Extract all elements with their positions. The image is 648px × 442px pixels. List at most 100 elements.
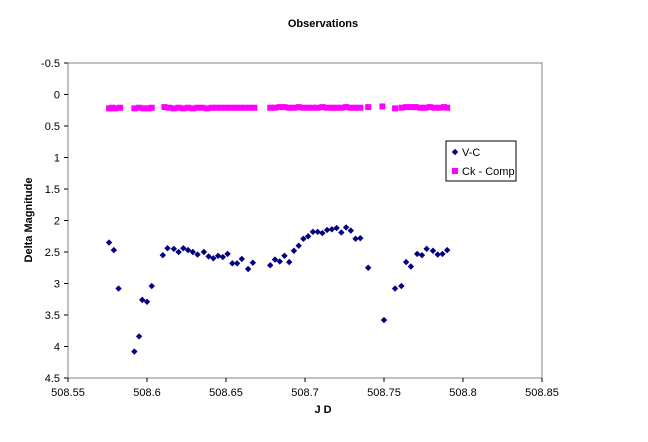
legend-marker: [451, 148, 459, 156]
ck-comp-point: [267, 104, 274, 111]
vc-point: [347, 227, 355, 234]
ck-comp-point: [412, 104, 419, 111]
ck-comp-point: [286, 104, 293, 111]
ck-comp-point: [314, 104, 321, 111]
vc-point: [210, 255, 217, 262]
ck-comp-point: [241, 104, 248, 111]
ck-comp-point: [140, 105, 147, 112]
ck-comp-point: [328, 104, 335, 111]
ck-comp-point: [180, 105, 187, 112]
vc-point: [184, 246, 192, 254]
vc-point: [380, 316, 388, 324]
vc-point: [189, 248, 197, 256]
ck-comp-point: [343, 104, 350, 111]
vc-point: [148, 282, 155, 290]
vc-point: [323, 226, 331, 234]
ck-comp-point: [223, 104, 229, 111]
vc-point: [319, 229, 326, 237]
y-tick-label: -0.5: [41, 58, 60, 70]
ck-comp-point: [379, 103, 386, 110]
ck-comp-point: [357, 104, 364, 111]
ck-comp-point: [290, 104, 297, 111]
x-tick-label: 508.55: [51, 387, 85, 399]
x-tick-label: 508.65: [209, 387, 243, 399]
ck-comp-point: [194, 104, 201, 111]
legend: V-C Ck - Comp: [445, 140, 517, 182]
ck-comp-point: [281, 104, 288, 111]
y-tick-label: 1.5: [45, 184, 60, 196]
vc-point: [205, 253, 212, 260]
ck-comp-point: [271, 104, 278, 111]
chart-title: Observations: [288, 18, 358, 30]
vc-point: [224, 250, 231, 258]
y-axis-title: Delta Magnitude: [23, 178, 35, 263]
ck-comp-point: [426, 104, 433, 111]
y-tick-label: 0: [54, 90, 60, 102]
vc-point: [229, 260, 236, 267]
x-tick-label: 508.75: [367, 387, 401, 399]
ck-comp-point: [166, 104, 173, 111]
vc-point: [407, 263, 415, 270]
ck-comp-point: [444, 104, 451, 111]
ck-comp-point: [148, 104, 155, 111]
vc-point: [333, 224, 340, 232]
x-tick-label: 508.6: [133, 387, 161, 399]
vc-point: [180, 245, 187, 252]
ck-comp-point: [106, 105, 113, 112]
ck-comp-point: [227, 104, 234, 111]
ck-comp-point: [161, 104, 168, 111]
vc-point: [286, 258, 293, 266]
vc-point: [194, 251, 201, 258]
ck-comp-point: [441, 104, 448, 111]
ck-comp-point: [232, 104, 239, 111]
y-tick-label: 4.5: [45, 373, 60, 385]
ck-comp-point: [338, 104, 345, 111]
vc-point: [402, 258, 410, 266]
y-axis: -0.5 0 0.5 1 1.5 2 2.5 3 3.5 4 4.5: [41, 58, 68, 385]
vc-point: [105, 239, 113, 246]
ck-comp-point: [422, 104, 429, 111]
ck-comp-point: [251, 104, 258, 111]
ck-comp-point: [117, 104, 124, 111]
vc-point: [164, 245, 171, 252]
vc-point: [439, 250, 446, 258]
ck-comp-point: [246, 104, 253, 111]
vc-point: [423, 245, 430, 253]
vc-point: [115, 285, 122, 292]
y-tick-label: 3.5: [45, 310, 60, 322]
ck-comp-point: [407, 104, 414, 111]
y-tick-label: 3: [54, 279, 60, 291]
plot-area: [67, 62, 543, 379]
vc-point: [365, 264, 372, 271]
y-tick-label: 1: [54, 153, 60, 165]
ck-comp-point: [109, 104, 116, 111]
legend-marker: [452, 168, 458, 174]
ck-comp-point: [185, 104, 192, 111]
ck-comp-point: [204, 105, 211, 112]
vc-point: [135, 333, 143, 340]
vc-point: [249, 259, 257, 266]
vc-point: [444, 246, 451, 254]
vc-point: [352, 235, 359, 242]
vc-point: [214, 252, 222, 259]
ck-comp-point: [175, 104, 182, 111]
ck-comp-point: [333, 104, 340, 111]
vc-point: [398, 282, 405, 290]
ck-comp-point: [398, 104, 405, 111]
vc-point: [238, 255, 245, 263]
ck-comp-point: [417, 104, 424, 111]
vc-point: [131, 348, 138, 355]
y-tick-label: 0.5: [45, 121, 60, 133]
ck-comp-point: [352, 104, 359, 111]
x-tick-label: 508.8: [449, 387, 477, 399]
vc-point: [357, 234, 364, 242]
ck-comp-point: [300, 104, 307, 111]
vc-point: [434, 251, 441, 258]
vc-point: [314, 228, 321, 236]
ck-comp-point: [136, 104, 143, 111]
vc-point: [328, 226, 336, 233]
ck-comp-point: [218, 104, 225, 111]
y-tick-label: 4: [54, 342, 60, 354]
y-tick-label: 2: [54, 216, 60, 228]
